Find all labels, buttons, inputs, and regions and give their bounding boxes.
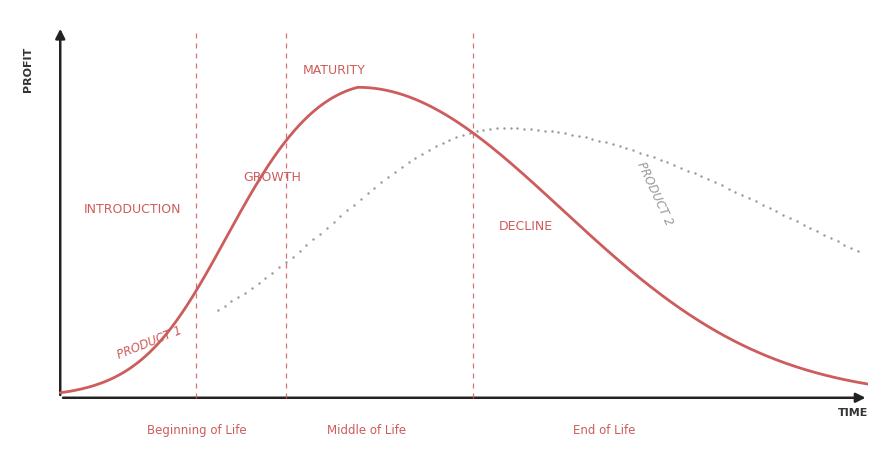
Text: GROWTH: GROWTH	[243, 171, 301, 184]
Text: TIME: TIME	[838, 408, 868, 418]
Text: PRODUCT 2: PRODUCT 2	[634, 160, 675, 227]
Text: PRODUCT 1: PRODUCT 1	[115, 324, 184, 362]
Text: PROFIT: PROFIT	[23, 46, 33, 92]
Text: End of Life: End of Life	[573, 424, 636, 437]
Text: Middle of Life: Middle of Life	[327, 424, 406, 437]
Text: MATURITY: MATURITY	[303, 64, 366, 78]
Text: Beginning of Life: Beginning of Life	[146, 424, 246, 437]
Text: DECLINE: DECLINE	[498, 220, 552, 233]
Text: INTRODUCTION: INTRODUCTION	[84, 203, 182, 216]
